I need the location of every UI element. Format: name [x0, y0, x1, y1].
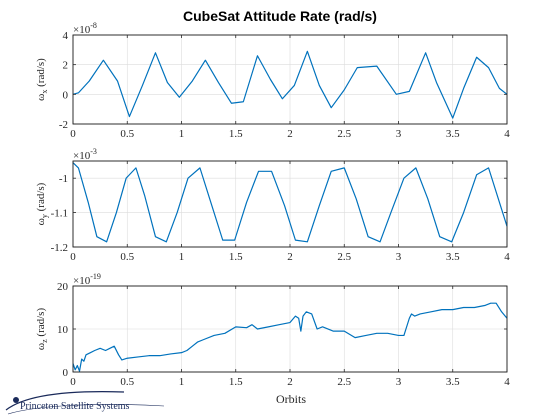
y-tick-label: 20 [57, 281, 69, 293]
x-tick-label: 4 [504, 251, 510, 263]
subplot-2: 0 0.5 1 1.5 2 2.5 3 3.5 4 -1.2 -1.1 -1 ×10-3 ωy (rad/… [35, 147, 510, 263]
y-axis-exponent: ×10-8 [73, 21, 97, 36]
x-tick-label: 2.5 [337, 251, 351, 263]
x-tick-label: 4 [504, 128, 510, 140]
x-tick-label: 0.5 [120, 128, 134, 140]
y-tick-label: -1.2 [51, 242, 68, 254]
y-axis-exponent: ×10-19 [73, 272, 101, 287]
subplot-3: 0 0.5 1 1.5 2 2.5 3 3.5 4 0 10 20 ×10-19 ωz (rad/s) [35, 272, 510, 388]
x-tick-label: 0 [70, 376, 76, 388]
x-tick-label: 4 [504, 376, 510, 388]
x-tick-label: 2.5 [337, 128, 351, 140]
x-tick-label: 2 [287, 376, 293, 388]
x-tick-label: 3 [396, 251, 402, 263]
y-axis-exponent: ×10-3 [73, 147, 97, 162]
y-tick-label: -2 [59, 119, 68, 131]
x-tick-label: 1.5 [229, 376, 243, 388]
x-tick-label: 0 [70, 251, 76, 263]
x-tick-label: 1.5 [229, 128, 243, 140]
x-tick-label: 3.5 [446, 128, 460, 140]
y-tick-label: -1.1 [51, 208, 68, 220]
y-axis-label-1: ωx (rad/s) [35, 58, 49, 101]
x-tick-label: 1.5 [229, 251, 243, 263]
x-tick-label: 3 [396, 376, 402, 388]
y-tick-label: 2 [63, 60, 69, 72]
y-tick-label: 4 [63, 30, 69, 42]
y-tick-label: 0 [63, 367, 69, 379]
logo-text: Princeton Satellite Systems [20, 401, 129, 412]
x-tick-label: 1 [179, 251, 185, 263]
x-tick-label: 2 [287, 128, 293, 140]
x-tick-label: 3 [396, 128, 402, 140]
y-tick-label: 0 [63, 89, 69, 101]
x-tick-label: 3.5 [446, 376, 460, 388]
figure-title: CubeSat Attitude Rate (rad/s) [183, 8, 377, 24]
x-tick-label: 2 [287, 251, 293, 263]
y-axis-label-2: ωy (rad/s) [35, 182, 49, 225]
x-axis-label: Orbits [276, 392, 306, 406]
x-tick-label: 0.5 [120, 251, 134, 263]
x-tick-label: 3.5 [446, 251, 460, 263]
x-tick-label: 2.5 [337, 376, 351, 388]
x-tick-label: 0 [70, 128, 76, 140]
x-tick-label: 1 [179, 376, 185, 388]
y-axis-label-3: ωz (rad/s) [35, 308, 49, 351]
x-tick-label: 0.5 [120, 376, 134, 388]
y-tick-label: 10 [57, 324, 69, 336]
y-tick-label: -1 [59, 173, 68, 185]
x-tick-label: 1 [179, 128, 185, 140]
